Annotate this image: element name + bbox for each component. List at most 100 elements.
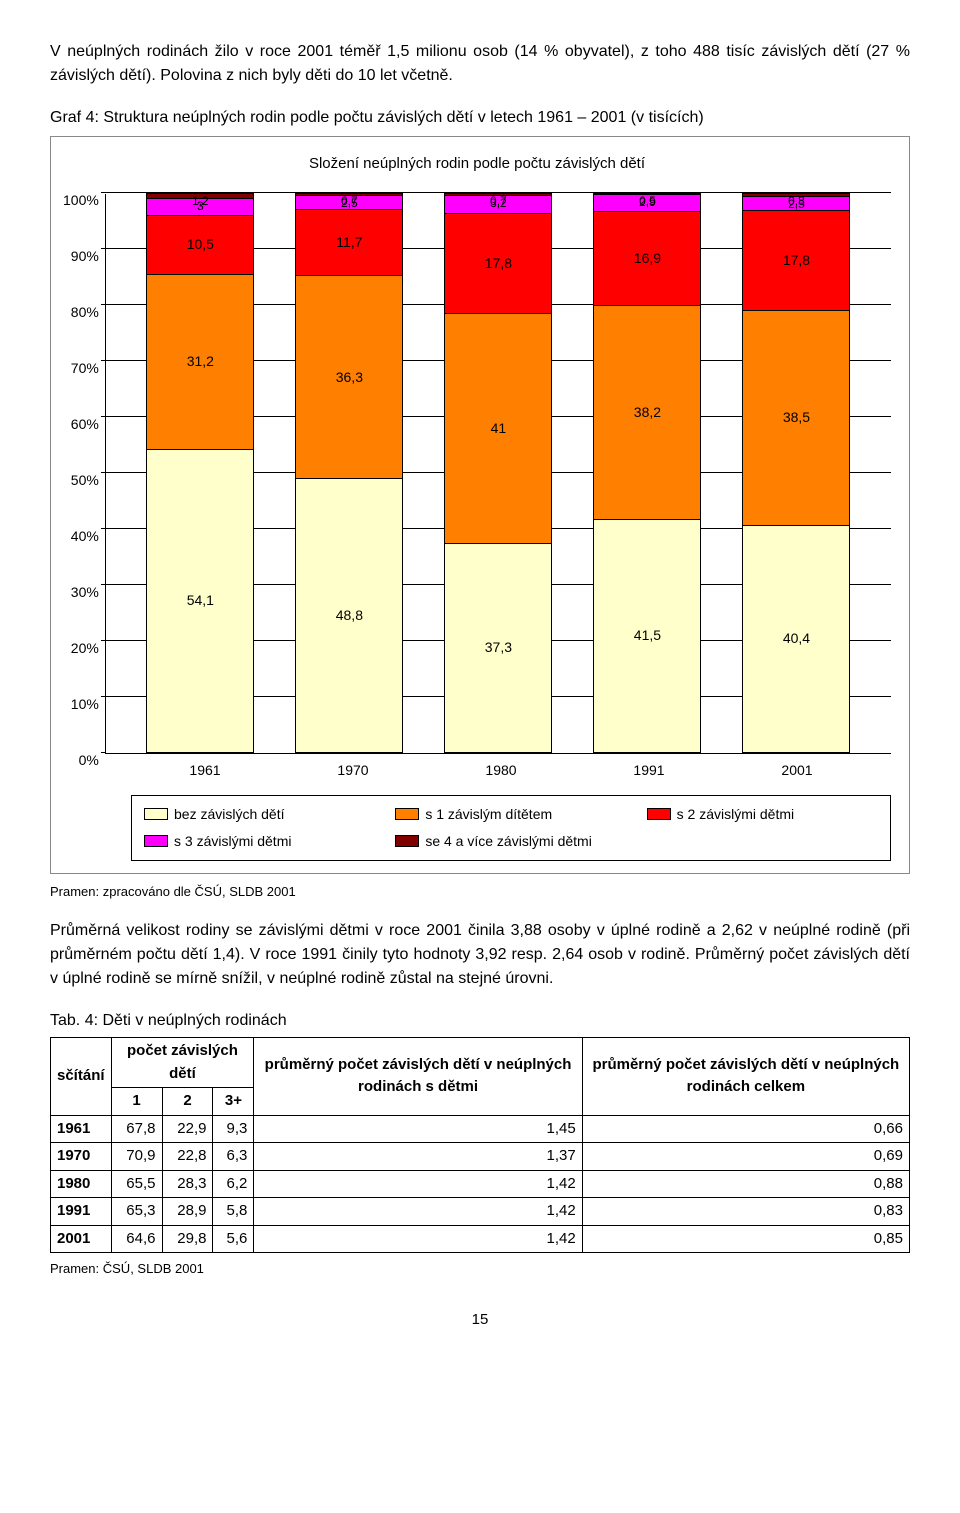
th-sub-3: 3+ [213,1088,254,1116]
bar-1980: 37,34117,83,20,7 [444,192,552,753]
chart-y-axis: 0%10%20%30%40%50%60%70%80%90%100% [63,186,105,746]
segment-label: 0,8 [788,192,805,210]
table-row: 199165,328,95,81,420,83 [51,1198,910,1226]
chart-caption: Graf 4: Struktura neúplných rodin podle … [50,106,910,130]
legend-label: s 3 závislými dětmi [174,831,291,852]
bar-1961: 54,131,210,531,2 [146,192,254,753]
segment-label: 41 [491,418,507,439]
table-cell: 1970 [51,1143,112,1171]
legend-label: se 4 a více závislými dětmi [425,831,592,852]
legend-swatch [395,835,419,847]
table-cell: 0,69 [582,1143,909,1171]
x-tick-label: 2001 [743,760,851,781]
table-cell: 1,45 [254,1115,582,1143]
legend-item: s 3 závislými dětmi [144,831,375,852]
segment: 0,5 [593,193,701,196]
segment-label: 41,5 [634,625,661,646]
table-cell: 0,66 [582,1115,909,1143]
legend-swatch [647,808,671,820]
segment-label: 17,8 [485,253,512,274]
segment-label: 48,8 [336,605,363,626]
legend-item: s 2 závislými dětmi [647,804,878,825]
segment: 41,5 [593,520,701,752]
x-tick-label: 1961 [151,760,259,781]
chart-x-axis: 1961 1970 1980 1991 2001 [63,754,891,781]
table-row: 197070,922,86,31,370,69 [51,1143,910,1171]
table-cell: 67,8 [111,1115,162,1143]
table-row: 200164,629,85,61,420,85 [51,1225,910,1253]
segment: 17,8 [742,211,850,311]
analysis-paragraph: Průměrná velikost rodiny se závislými dě… [50,919,910,991]
th-pocet: počet závislých dětí [111,1038,254,1088]
chart-plot-area: 54,131,210,531,248,836,311,72,50,737,341… [105,194,891,754]
segment: 41 [444,314,552,544]
table-cell: 65,5 [111,1170,162,1198]
table-cell: 1,42 [254,1170,582,1198]
segment-label: 0,7 [341,192,358,210]
intro-paragraph: V neúplných rodinách žilo v roce 2001 té… [50,40,910,88]
legend-swatch [395,808,419,820]
x-tick-label: 1980 [447,760,555,781]
legend-item: se 4 a více závislými dětmi [395,831,626,852]
th-avg-celkem: průměrný počet závislých dětí v neúplnýc… [582,1038,909,1116]
table-title: Tab. 4: Děti v neúplných rodinách [50,1009,910,1033]
th-scitani: sčítání [51,1038,112,1116]
th-sub-2: 2 [162,1088,213,1116]
legend-item: bez závislých dětí [144,804,375,825]
segment: 48,8 [295,479,403,752]
th-sub-1: 1 [111,1088,162,1116]
segment-label: 31,2 [187,351,214,372]
segment: 38,2 [593,306,701,520]
table-cell: 2001 [51,1225,112,1253]
segment-label: 36,3 [336,367,363,388]
segment-label: 10,5 [187,234,214,255]
table-cell: 1,42 [254,1198,582,1226]
segment: 10,5 [146,216,254,275]
segment: 54,1 [146,450,254,753]
legend-swatch [144,808,168,820]
segment: 11,7 [295,210,403,276]
page-number: 15 [50,1309,910,1332]
table-cell: 1,37 [254,1143,582,1171]
table-cell: 70,9 [111,1143,162,1171]
legend-label: bez závislých dětí [174,804,285,825]
segment: 16,9 [593,212,701,307]
segment-label: 16,9 [634,248,661,269]
segment-label: 40,4 [783,628,810,649]
chart-source: Pramen: zpracováno dle ČSÚ, SLDB 2001 [50,882,910,902]
table-body: 196167,822,99,31,450,66197070,922,86,31,… [51,1115,910,1253]
legend-item: s 1 závislým dítětem [395,804,626,825]
segment: 40,4 [742,526,850,752]
segment: 38,5 [742,311,850,527]
x-tick-label: 1991 [595,760,703,781]
table-cell: 22,8 [162,1143,213,1171]
table-cell: 0,83 [582,1198,909,1226]
table-cell: 0,85 [582,1225,909,1253]
bar-2001: 40,438,517,82,50,8 [742,192,850,753]
table-cell: 1961 [51,1115,112,1143]
segment-label: 11,7 [336,232,362,253]
segment: 17,8 [444,214,552,314]
chart-legend: bez závislých dětí s 1 závislým dítětem s … [131,795,891,861]
table-cell: 6,2 [213,1170,254,1198]
table-cell: 5,8 [213,1198,254,1226]
legend-swatch [144,835,168,847]
table-cell: 28,9 [162,1198,213,1226]
segment: 31,2 [146,275,254,450]
bar-1991: 41,538,216,92,90,5 [593,192,701,753]
segment-label: 38,2 [634,402,661,423]
segment-label: 17,8 [783,250,810,271]
table-cell: 6,3 [213,1143,254,1171]
table-cell: 1980 [51,1170,112,1198]
table-source: Pramen: ČSÚ, SLDB 2001 [50,1259,910,1279]
x-tick-label: 1970 [299,760,407,781]
table-cell: 5,6 [213,1225,254,1253]
segment: 36,3 [295,276,403,479]
segment-label: 0,5 [639,192,656,210]
table-cell: 29,8 [162,1225,213,1253]
table-cell: 65,3 [111,1198,162,1226]
segment: 1,2 [146,193,254,200]
table-row: 198065,528,36,21,420,88 [51,1170,910,1198]
bar-1970: 48,836,311,72,50,7 [295,192,403,753]
table-cell: 1,42 [254,1225,582,1253]
